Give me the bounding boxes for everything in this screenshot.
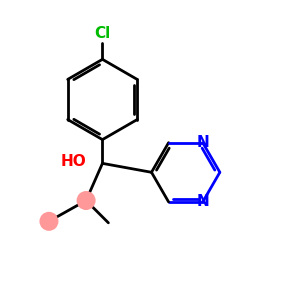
Text: Cl: Cl — [94, 26, 111, 41]
Text: N: N — [196, 194, 209, 209]
Text: HO: HO — [60, 154, 86, 169]
Circle shape — [76, 191, 96, 210]
Text: N: N — [196, 135, 209, 150]
Circle shape — [39, 212, 58, 231]
